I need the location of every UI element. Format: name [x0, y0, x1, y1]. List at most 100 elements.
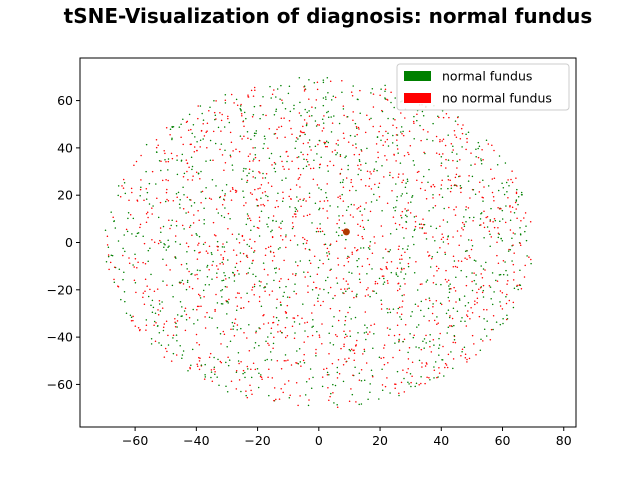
scatter-point [329, 80, 332, 82]
scatter-point [264, 286, 267, 288]
scatter-point [253, 134, 256, 137]
scatter-point [264, 290, 266, 292]
scatter-point [414, 225, 417, 228]
scatter-point [302, 242, 305, 245]
scatter-point [303, 119, 306, 121]
scatter-point [470, 239, 473, 241]
scatter-point [500, 237, 502, 240]
scatter-point [246, 213, 249, 215]
scatter-point [155, 321, 157, 324]
scatter-point [295, 216, 297, 218]
scatter-point [256, 204, 259, 207]
scatter-point [492, 195, 495, 198]
scatter-point [213, 356, 215, 359]
scatter-point [349, 214, 352, 216]
scatter-point [491, 144, 493, 146]
scatter-point [489, 339, 492, 341]
scatter-point [294, 210, 297, 213]
scatter-point [344, 319, 347, 322]
scatter-point [250, 89, 253, 92]
scatter-point [396, 312, 399, 314]
scatter-point [240, 113, 243, 115]
scatter-point [307, 335, 309, 338]
scatter-point [467, 131, 470, 133]
scatter-point [209, 352, 212, 355]
scatter-point [219, 360, 222, 363]
scatter-point [242, 306, 245, 309]
scatter-point [341, 229, 344, 232]
scatter-point [358, 403, 360, 406]
scatter-point [267, 342, 269, 345]
scatter-point [401, 210, 404, 213]
scatter-point [281, 179, 283, 182]
scatter-point [520, 191, 523, 194]
scatter-point [285, 246, 287, 249]
scatter-point [392, 134, 394, 137]
scatter-point [448, 288, 451, 290]
scatter-point [341, 181, 344, 184]
scatter-point [410, 381, 412, 384]
scatter-point [236, 269, 239, 272]
scatter-point [497, 236, 500, 239]
scatter-point [493, 199, 495, 202]
scatter-point [452, 266, 455, 268]
scatter-point [336, 371, 339, 374]
scatter-point [465, 284, 468, 287]
scatter-point [185, 242, 188, 244]
scatter-point [433, 377, 435, 379]
scatter-point [299, 260, 302, 262]
scatter-point [157, 144, 159, 147]
scatter-point [235, 309, 238, 311]
scatter-point [479, 286, 482, 289]
scatter-point [242, 369, 245, 372]
scatter-point [482, 296, 485, 298]
scatter-point [317, 230, 320, 233]
scatter-point [401, 268, 403, 271]
scatter-point [378, 398, 380, 400]
scatter-point [354, 316, 357, 319]
scatter-point [340, 168, 343, 170]
scatter-point [517, 196, 520, 198]
scatter-point [165, 264, 168, 266]
scatter-point [328, 332, 330, 335]
scatter-point [326, 77, 329, 79]
scatter-point [327, 276, 329, 279]
scatter-point [383, 277, 385, 280]
scatter-point [338, 227, 340, 229]
scatter-point [475, 283, 477, 285]
scatter-point [433, 369, 436, 372]
scatter-point [355, 295, 358, 297]
scatter-point [514, 201, 517, 204]
scatter-point [253, 158, 255, 160]
scatter-point [483, 308, 485, 311]
scatter-point [447, 326, 450, 329]
scatter-point [425, 362, 428, 364]
scatter-point [473, 259, 476, 261]
scatter-point [230, 199, 233, 201]
scatter-point [406, 215, 408, 218]
scatter-point [450, 143, 453, 145]
scatter-point [397, 152, 399, 154]
scatter-point [179, 282, 181, 284]
scatter-point [264, 138, 266, 140]
scatter-point [233, 102, 235, 104]
scatter-point [277, 248, 280, 250]
scatter-point [378, 356, 381, 358]
scatter-point [469, 318, 471, 320]
scatter-point [442, 345, 444, 348]
scatter-point [151, 311, 154, 314]
scatter-point [395, 160, 397, 162]
scatter-point [233, 275, 236, 277]
scatter-point [187, 129, 190, 131]
scatter-point [432, 282, 435, 284]
scatter-point [155, 151, 158, 153]
scatter-point [158, 332, 161, 334]
scatter-point [181, 306, 183, 308]
scatter-point [306, 111, 308, 114]
scatter-point [253, 293, 255, 296]
y-tick-label: −60 [47, 377, 73, 392]
scatter-point [259, 284, 261, 287]
scatter-point [236, 104, 239, 107]
scatter-point [437, 322, 439, 324]
